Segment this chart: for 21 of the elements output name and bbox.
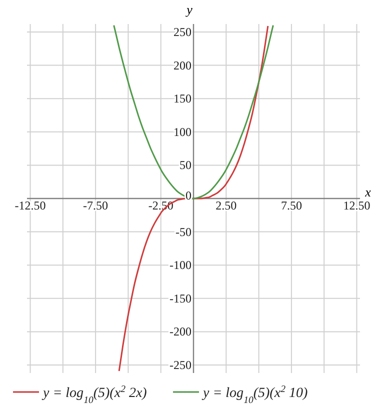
- y-tick-label: 150: [174, 92, 192, 106]
- y-tick-label: 200: [174, 58, 192, 72]
- x-tick-label: 7.50: [280, 198, 302, 212]
- y-tick-label: -200: [170, 324, 192, 339]
- legend-label: y = log$_{10}$(5)(x$^{2}$ 10): [201, 384, 308, 406]
- y-tick-label: 250: [174, 24, 192, 39]
- x-tick-label: -7.50: [83, 198, 108, 212]
- x-tick-label: -12.50: [14, 198, 46, 212]
- y-axis-title: y: [184, 2, 193, 17]
- x-tick-label: 12.50: [343, 198, 370, 212]
- x-tick-label: 2.50: [216, 198, 237, 212]
- y-tick-label: 50: [180, 158, 192, 172]
- line-series: [118, 25, 269, 372]
- y-tick-label: -50: [176, 224, 192, 239]
- y-tick-label: 100: [174, 124, 192, 139]
- line-series: [113, 24, 274, 200]
- y-tick-label: -100: [170, 258, 192, 272]
- legend-label: y = log$_{10}$(5)(x$^{2}$ 2x): [41, 384, 148, 406]
- y-tick-label: -150: [170, 291, 192, 306]
- y-tick-label: -250: [170, 358, 192, 372]
- x-axis-title: x: [364, 184, 372, 200]
